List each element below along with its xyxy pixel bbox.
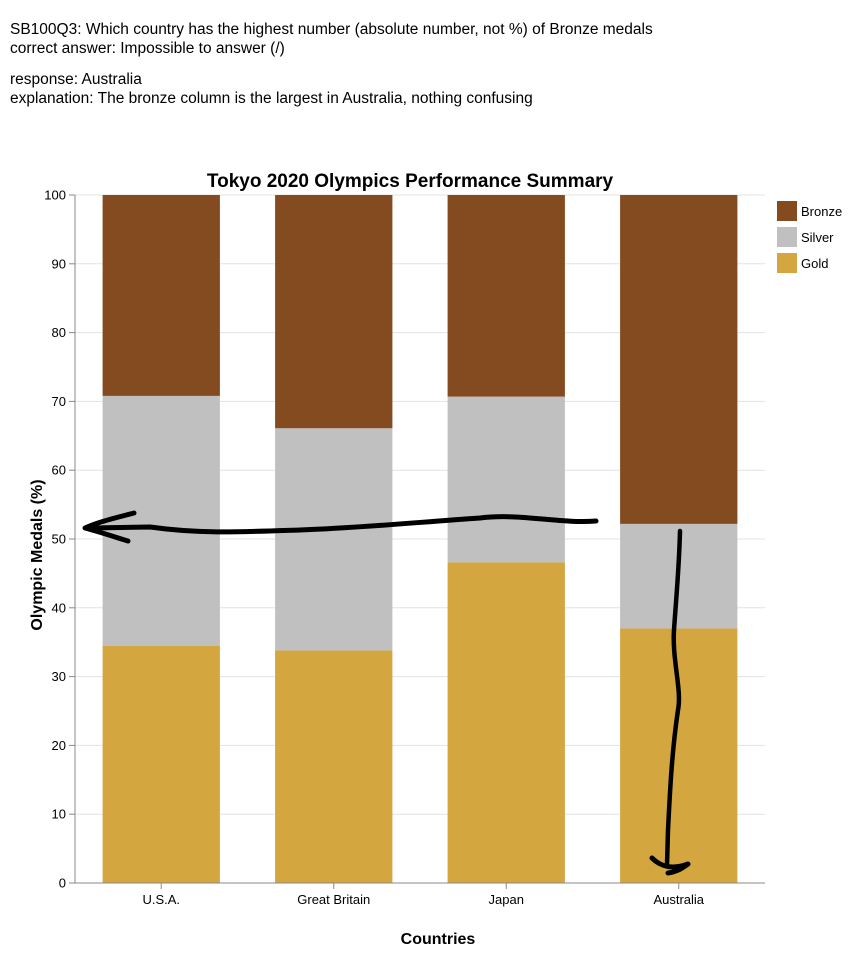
bar-gold-u-s-a- — [102, 645, 220, 883]
x-tick-label: Australia — [653, 892, 704, 907]
x-tick-label: Great Britain — [297, 892, 370, 907]
legend-swatch-silver — [777, 227, 797, 247]
x-axis-ticks: U.S.A. Great Britain Japan Australia — [142, 883, 705, 907]
y-tick-label: 40 — [52, 600, 66, 615]
y-tick-label: 10 — [52, 807, 66, 822]
y-tick-label: 30 — [52, 669, 66, 684]
bar-gold-great-britain — [275, 650, 393, 883]
bar-silver-japan — [447, 396, 565, 563]
horizontal-arrow-head — [82, 510, 137, 544]
y-tick-label: 0 — [59, 876, 66, 891]
legend: Bronze Silver Gold — [777, 201, 842, 273]
y-tick-label: 70 — [52, 394, 66, 409]
legend-swatch-gold — [777, 253, 797, 273]
bar-silver-u-s-a- — [102, 395, 220, 646]
x-axis-title: Countries — [401, 931, 476, 948]
y-axis-ticks: 0 10 20 30 40 50 60 70 80 90 100 — [44, 188, 75, 891]
legend-label-silver: Silver — [801, 230, 834, 245]
vertical-arrow-stroke — [664, 528, 683, 868]
y-tick-label: 20 — [52, 738, 66, 753]
bars — [102, 195, 738, 883]
y-tick-label: 100 — [44, 188, 66, 203]
explanation-text: explanation: The bronze column is the la… — [10, 90, 533, 107]
vertical-arrow-head — [649, 855, 691, 876]
x-tick-label: Japan — [489, 892, 524, 907]
horizontal-arrow-stroke — [87, 514, 599, 535]
bar-gold-australia — [620, 628, 738, 883]
question-header: SB100Q3: Which country has the highest n… — [10, 20, 653, 108]
y-tick-label: 50 — [52, 532, 66, 547]
bar-silver-great-britain — [275, 428, 393, 651]
correct-answer-text: correct answer: Impossible to answer (/) — [10, 40, 285, 57]
x-tick-label: U.S.A. — [142, 892, 180, 907]
bar-bronze-u-s-a- — [102, 195, 220, 396]
y-axis-title: Olympic Medals (%) — [29, 479, 46, 630]
chart-title: Tokyo 2020 Olympics Performance Summary — [207, 171, 614, 192]
y-tick-label: 60 — [52, 463, 66, 478]
y-tick-label: 90 — [52, 256, 66, 271]
response-text: response: Australia — [10, 71, 142, 88]
legend-label-bronze: Bronze — [801, 204, 842, 219]
y-tick-label: 80 — [52, 325, 66, 340]
question-text: SB100Q3: Which country has the highest n… — [10, 21, 653, 38]
bar-bronze-japan — [447, 195, 565, 397]
legend-label-gold: Gold — [801, 256, 828, 271]
bar-bronze-australia — [620, 195, 738, 524]
bar-gold-japan — [447, 562, 565, 883]
handwritten-arrow-annotation — [82, 510, 691, 876]
legend-swatch-bronze — [777, 201, 797, 221]
bar-bronze-great-britain — [275, 195, 393, 429]
